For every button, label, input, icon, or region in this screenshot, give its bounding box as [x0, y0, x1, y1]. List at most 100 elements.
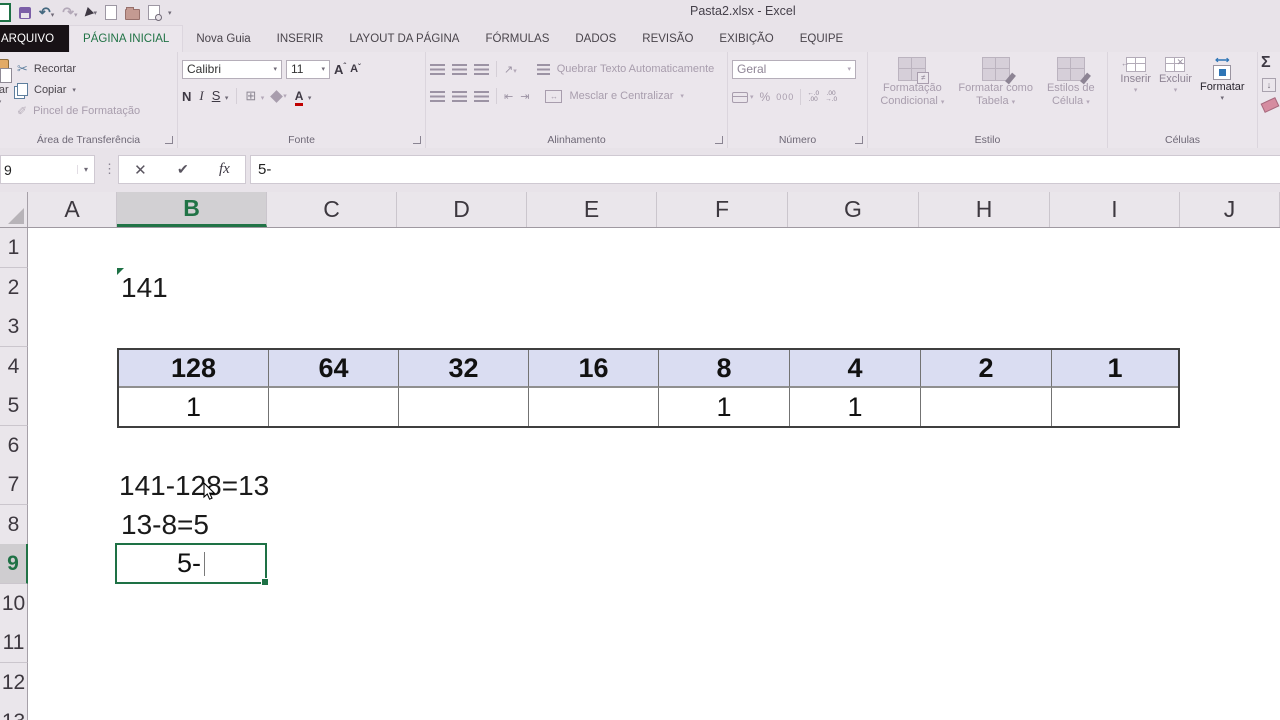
- column-header-h[interactable]: H: [919, 192, 1050, 227]
- tab-revisao[interactable]: REVISÃO: [642, 32, 694, 45]
- tab-inserir[interactable]: INSERIR: [276, 32, 324, 45]
- format-painter-button[interactable]: ✐ Pincel de Formatação: [17, 102, 140, 119]
- enter-icon[interactable]: ✔: [177, 161, 189, 177]
- column-header-c[interactable]: C: [267, 192, 397, 227]
- excel-logo-icon[interactable]: [0, 3, 11, 22]
- table-header-cell[interactable]: 64: [269, 350, 399, 388]
- row-header-6[interactable]: 6: [0, 426, 28, 466]
- save-icon[interactable]: [19, 6, 31, 19]
- increase-indent-icon[interactable]: ⇥: [520, 90, 530, 103]
- tab-arquivo[interactable]: ARQUIVO: [0, 25, 70, 52]
- font-name-combo[interactable]: Calibri ▾: [182, 59, 282, 79]
- table-value-cell[interactable]: [1052, 388, 1178, 426]
- table-value-cell[interactable]: 1: [119, 388, 269, 426]
- accounting-format-button[interactable]: ▾: [732, 91, 754, 103]
- font-size-combo[interactable]: 11 ▾: [286, 59, 330, 79]
- table-value-cell[interactable]: 1: [790, 388, 921, 426]
- fill-down-icon[interactable]: ↓: [1262, 78, 1276, 92]
- wrap-text-button[interactable]: Quebrar Texto Automaticamente: [556, 63, 715, 75]
- row-header-1[interactable]: 1: [0, 228, 28, 268]
- dialog-launcher-icon[interactable]: [165, 136, 173, 144]
- align-right-icon[interactable]: [474, 90, 489, 102]
- column-header-f[interactable]: F: [657, 192, 788, 227]
- align-middle-icon[interactable]: [452, 63, 467, 75]
- comma-style-button[interactable]: 000: [776, 92, 795, 102]
- tab-dados[interactable]: DADOS: [575, 32, 617, 45]
- tab-exibicao[interactable]: EXIBIÇÃO: [719, 32, 774, 45]
- column-header-b[interactable]: B: [117, 192, 267, 227]
- tab-layout-da-pagina[interactable]: LAYOUT DA PÁGINA: [349, 32, 460, 45]
- insert-function-icon[interactable]: fx: [219, 161, 230, 177]
- fill-color-button[interactable]: ▾: [270, 89, 287, 103]
- dialog-launcher-icon[interactable]: [413, 136, 421, 144]
- redo-button[interactable]: ↷▾: [62, 4, 77, 22]
- insert-cells-button[interactable]: ← Inserir ▾: [1118, 57, 1153, 132]
- increase-decimal-icon[interactable]: ←.0.00: [807, 90, 820, 103]
- row-header-12[interactable]: 12: [0, 663, 28, 703]
- percent-style-button[interactable]: %: [759, 90, 771, 104]
- dialog-launcher-icon[interactable]: [715, 136, 723, 144]
- copy-button[interactable]: Copiar ▾: [17, 81, 140, 98]
- autosum-icon[interactable]: Σ: [1261, 54, 1271, 71]
- cell-styles-button[interactable]: Estilos de Célula ▾: [1040, 57, 1102, 132]
- italic-button[interactable]: I: [199, 88, 204, 103]
- align-top-icon[interactable]: [430, 63, 445, 75]
- font-color-button[interactable]: A ▾: [294, 87, 311, 106]
- number-format-combo[interactable]: Geral ▾: [732, 59, 856, 79]
- column-header-i[interactable]: I: [1050, 192, 1180, 227]
- table-header-cell[interactable]: 2: [921, 350, 1052, 388]
- table-header-cell[interactable]: 32: [399, 350, 529, 388]
- chevron-down-icon[interactable]: ▾: [77, 165, 94, 174]
- decrease-indent-icon[interactable]: ⇤: [504, 90, 514, 103]
- name-box[interactable]: 9 ▾: [0, 155, 95, 184]
- cell-b8[interactable]: 13-8=5: [121, 509, 209, 540]
- conditional-formatting-button[interactable]: ≠ Formatação Condicional ▾: [873, 57, 951, 132]
- column-header-a[interactable]: A: [28, 192, 117, 227]
- align-center-icon[interactable]: [452, 90, 467, 102]
- format-cells-button[interactable]: ⟷ Formatar ▾: [1198, 56, 1247, 132]
- dialog-launcher-icon[interactable]: [855, 136, 863, 144]
- row-header-7[interactable]: 7: [0, 465, 28, 505]
- row-header-10[interactable]: 10: [0, 584, 28, 624]
- table-header-cell[interactable]: 128: [119, 350, 269, 388]
- clear-icon[interactable]: [1260, 97, 1280, 113]
- cell-b7[interactable]: 141-128=13: [119, 470, 270, 501]
- row-header-13[interactable]: 13: [0, 702, 28, 720]
- merge-center-button[interactable]: Mesclar e Centralizar: [569, 90, 674, 102]
- shrink-font-button[interactable]: Aˇ: [350, 63, 361, 75]
- fill-handle[interactable]: [261, 578, 269, 586]
- touch-mode-button[interactable]: ▾: [84, 6, 97, 19]
- row-header-5[interactable]: 5: [0, 386, 28, 426]
- open-file-icon[interactable]: [125, 6, 141, 20]
- table-value-cell[interactable]: [921, 388, 1052, 426]
- tab-formulas[interactable]: FÓRMULAS: [485, 32, 550, 45]
- orientation-button[interactable]: ↗▾: [504, 60, 517, 78]
- print-preview-icon[interactable]: [148, 5, 163, 21]
- table-value-cell[interactable]: 1: [659, 388, 790, 426]
- row-header-9[interactable]: 9: [0, 544, 28, 584]
- cancel-icon[interactable]: ✕: [134, 161, 147, 179]
- underline-button[interactable]: S ▾: [212, 87, 229, 105]
- table-header-cell[interactable]: 1: [1052, 350, 1178, 388]
- cell-b9-edit[interactable]: 5-: [115, 543, 269, 586]
- align-bottom-icon[interactable]: [474, 63, 489, 75]
- bold-button[interactable]: N: [182, 88, 192, 104]
- column-header-d[interactable]: D: [397, 192, 527, 227]
- table-value-cell[interactable]: [529, 388, 659, 426]
- table-header-cell[interactable]: 8: [659, 350, 790, 388]
- row-header-4[interactable]: 4: [0, 347, 28, 387]
- select-all-button[interactable]: [0, 192, 28, 227]
- row-header-11[interactable]: 11: [0, 623, 28, 663]
- table-value-cell[interactable]: [399, 388, 529, 426]
- grow-font-button[interactable]: Aˆ: [334, 61, 347, 77]
- formula-input[interactable]: 5-: [250, 155, 1280, 184]
- row-header-8[interactable]: 8: [0, 505, 28, 545]
- tab-equipe[interactable]: EQUIPE: [799, 32, 844, 45]
- cell-b2[interactable]: 141: [121, 272, 168, 303]
- row-header-2[interactable]: 2: [0, 268, 28, 308]
- undo-button[interactable]: ↶▾: [39, 4, 54, 22]
- format-as-table-button[interactable]: Formatar como Tabela ▾: [951, 57, 1040, 132]
- table-header-cell[interactable]: 4: [790, 350, 921, 388]
- cut-button[interactable]: ✂ Recortar: [17, 60, 140, 77]
- borders-button[interactable]: ⊞ ▾: [245, 87, 264, 105]
